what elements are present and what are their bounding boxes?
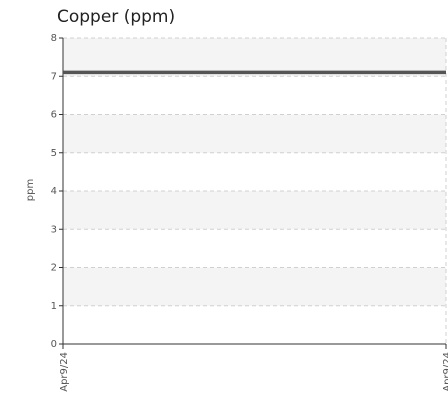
- background-band: [63, 267, 446, 306]
- y-tick-label: 2: [51, 263, 57, 274]
- y-tick-label: 5: [51, 148, 57, 159]
- y-tick-label: 1: [51, 301, 57, 312]
- x-axis-ticks: Apr9/24 Apr9/24: [59, 344, 448, 392]
- y-tick-label: 4: [51, 186, 57, 197]
- y-tick-label: 8: [51, 33, 57, 44]
- y-tick-label: 6: [51, 110, 57, 121]
- y-tick-label: 0: [51, 339, 57, 350]
- background-band: [63, 38, 446, 77]
- y-tick-label: 7: [51, 71, 57, 82]
- gridlines: [62, 37, 447, 344]
- x-tick-label: Apr9/24: [442, 352, 448, 392]
- y-axis-title: ppm: [25, 179, 36, 201]
- x-tick-label: Apr9/24: [59, 352, 70, 392]
- background-band: [63, 191, 446, 230]
- background-band: [63, 114, 446, 153]
- chart-title: Copper (ppm): [57, 7, 176, 27]
- background-bands: [63, 38, 446, 306]
- y-axis-ticks: 0 1 2 3 4 5 6 7 8: [51, 33, 63, 350]
- y-tick-label: 3: [51, 224, 57, 235]
